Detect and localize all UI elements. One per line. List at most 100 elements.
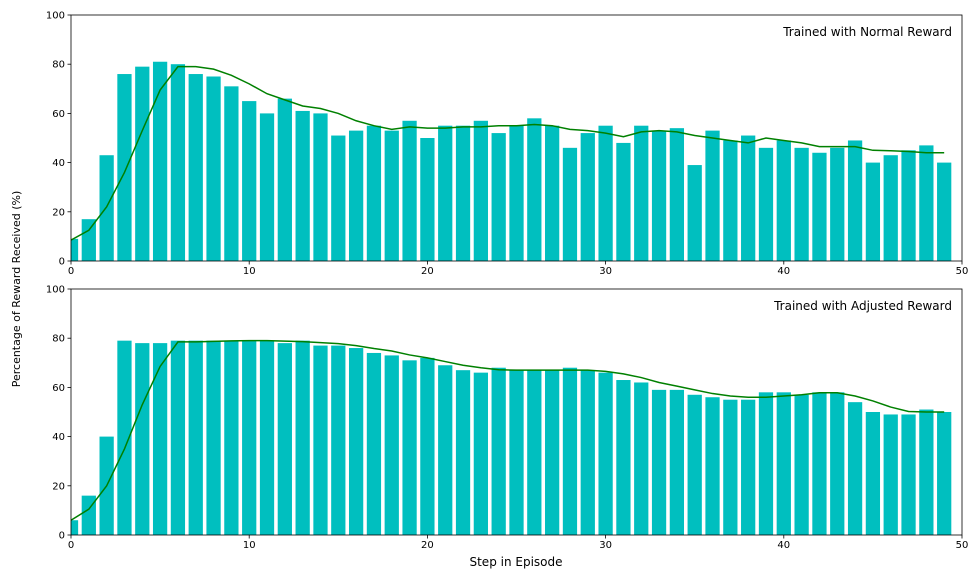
y-tick-label: 100 <box>46 11 65 22</box>
bar <box>313 113 328 261</box>
bar <box>741 135 756 261</box>
bar <box>776 140 791 261</box>
y-tick-label: 80 <box>52 334 65 345</box>
y-tick-label: 100 <box>46 285 65 296</box>
bar <box>937 162 952 261</box>
y-tick-label: 0 <box>59 257 65 268</box>
bar <box>634 382 649 535</box>
bar <box>527 370 542 535</box>
bar <box>545 125 560 261</box>
bar <box>598 125 613 261</box>
bar <box>135 343 150 535</box>
bar <box>937 412 952 535</box>
bar <box>634 125 649 261</box>
bar <box>883 155 898 261</box>
smoothed-series-line <box>71 65 945 241</box>
bar <box>723 140 738 261</box>
plot-area <box>71 339 952 535</box>
bar <box>812 152 827 261</box>
y-tick-label: 0 <box>59 531 65 542</box>
y-tick-label: 40 <box>52 158 65 169</box>
bar <box>669 389 685 535</box>
bar <box>206 76 221 261</box>
bar <box>366 125 382 261</box>
bar <box>277 98 292 261</box>
bar <box>687 394 702 535</box>
bar <box>669 128 685 261</box>
bar <box>170 64 186 261</box>
bar <box>117 340 132 535</box>
x-axis-label: Step in Episode <box>469 555 562 569</box>
bar <box>509 125 524 261</box>
x-tick-label: 30 <box>599 540 612 551</box>
bar <box>919 145 934 261</box>
bar <box>188 340 203 535</box>
bar <box>616 380 631 535</box>
bar <box>847 140 863 261</box>
bar <box>741 399 756 535</box>
bar <box>651 389 667 535</box>
x-tick-label: 0 <box>68 540 74 551</box>
bar <box>295 340 310 535</box>
bar <box>919 409 934 535</box>
bar <box>438 125 453 261</box>
bar <box>81 219 96 261</box>
bar <box>224 86 239 261</box>
legend-label: Trained with Adjusted Reward <box>773 299 952 313</box>
x-tick-label: 50 <box>956 540 969 551</box>
bar <box>188 74 203 261</box>
x-tick-label: 10 <box>243 266 256 277</box>
bar <box>776 392 791 535</box>
bar <box>830 392 845 535</box>
plot-area <box>71 61 952 261</box>
bar <box>170 340 186 535</box>
axes-frame <box>70 14 963 262</box>
bar <box>847 402 863 535</box>
bar <box>830 147 845 261</box>
x-tick-label: 40 <box>777 540 790 551</box>
y-tick-label: 80 <box>52 60 65 71</box>
x-tick-label: 10 <box>243 540 256 551</box>
legend-label: Trained with Normal Reward <box>782 25 952 39</box>
chart-panel-1: 0 10 20 30 40 50 0 20 40 60 80 100 Trained with Norm… <box>46 11 968 278</box>
bar <box>616 142 631 261</box>
bar <box>438 365 453 535</box>
y-axis-label: Percentage of Reward Received (%) <box>10 191 23 388</box>
bar <box>313 345 328 535</box>
bar <box>224 340 239 535</box>
bar <box>259 113 275 261</box>
bar <box>865 412 881 535</box>
bar <box>384 355 399 535</box>
bar <box>473 120 488 261</box>
x-tick-label: 20 <box>421 540 434 551</box>
bar <box>259 340 275 535</box>
bar <box>794 147 809 261</box>
bar <box>277 343 292 535</box>
axes-frame <box>70 288 963 536</box>
x-tick-label: 20 <box>421 266 434 277</box>
x-tick-label: 0 <box>68 266 74 277</box>
bar <box>509 370 524 535</box>
bar <box>901 150 916 261</box>
bar <box>455 125 471 261</box>
bar <box>348 130 364 261</box>
bar <box>384 130 399 261</box>
bar <box>758 392 774 535</box>
bar <box>152 343 168 535</box>
bar <box>562 147 578 261</box>
bar <box>491 367 506 535</box>
bar <box>331 135 346 261</box>
bar <box>206 340 221 535</box>
bar <box>527 118 542 261</box>
bar <box>331 345 346 535</box>
bar <box>545 370 560 535</box>
bar <box>705 130 720 261</box>
bar <box>402 120 417 261</box>
bar <box>455 370 471 535</box>
bar <box>794 394 809 535</box>
bar <box>687 165 702 261</box>
y-tick-label: 20 <box>52 481 65 492</box>
bar <box>420 138 435 261</box>
x-tick-label: 30 <box>599 266 612 277</box>
